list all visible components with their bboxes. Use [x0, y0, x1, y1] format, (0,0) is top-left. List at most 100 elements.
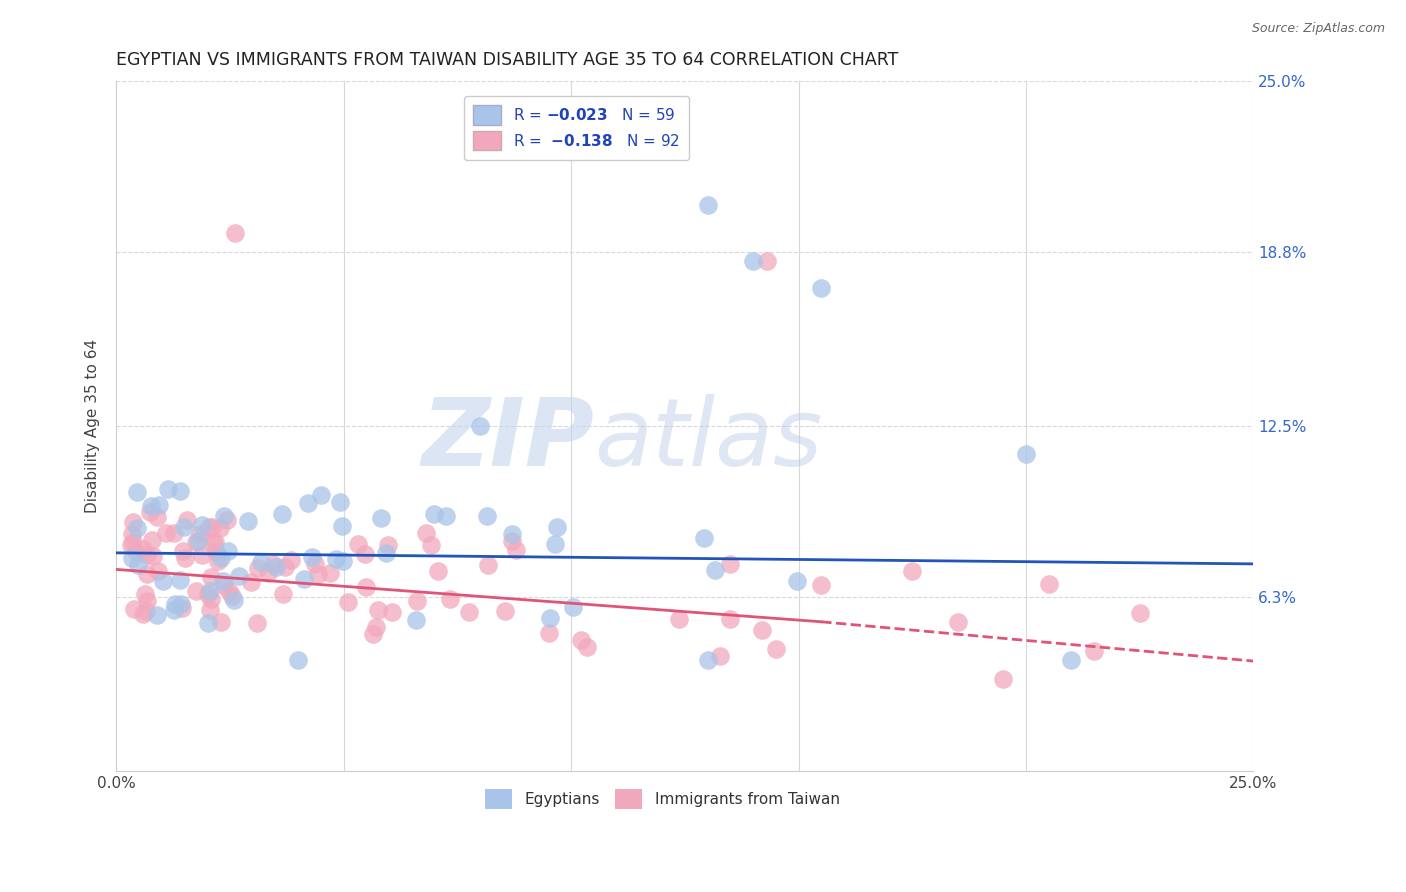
Point [174, 551, 197, 566]
Point [494, 604, 516, 618]
Point [415, 525, 437, 540]
Point [124, 602, 146, 616]
Point [301, 550, 323, 565]
Point [703, 563, 725, 577]
Point [240, 575, 263, 590]
Point [273, 587, 295, 601]
Point [135, 548, 157, 562]
Point [354, 580, 377, 594]
Point [146, 509, 169, 524]
Point [120, 537, 142, 551]
Point [751, 623, 773, 637]
Point [122, 515, 145, 529]
Point [249, 555, 271, 569]
Point [146, 607, 169, 622]
Point [1038, 577, 1060, 591]
Point [330, 518, 353, 533]
Point [294, 572, 316, 586]
Point [127, 521, 149, 535]
Point [207, 554, 229, 568]
Point [307, 566, 329, 581]
Point [901, 564, 924, 578]
Point [810, 281, 832, 295]
Point [501, 533, 523, 548]
Point [1015, 447, 1038, 461]
Point [810, 577, 832, 591]
Point [264, 559, 287, 574]
Point [125, 484, 148, 499]
Point [148, 499, 170, 513]
Point [155, 525, 177, 540]
Y-axis label: Disability Age 35 to 64: Disability Age 35 to 64 [86, 339, 100, 513]
Point [696, 653, 718, 667]
Point [173, 519, 195, 533]
Point [157, 483, 180, 497]
Point [246, 561, 269, 575]
Point [224, 226, 246, 240]
Point [212, 574, 235, 588]
Point [426, 565, 449, 579]
Point [709, 649, 731, 664]
Point [201, 536, 224, 550]
Point [221, 589, 243, 603]
Point [209, 521, 232, 535]
Point [274, 560, 297, 574]
Point [125, 544, 148, 558]
Text: Source: ZipAtlas.com: Source: ZipAtlas.com [1251, 22, 1385, 36]
Point [361, 627, 384, 641]
Point [576, 640, 599, 655]
Point [212, 577, 235, 591]
Point [546, 520, 568, 534]
Point [187, 534, 209, 549]
Point [204, 545, 226, 559]
Point [405, 594, 427, 608]
Point [569, 633, 592, 648]
Point [475, 508, 498, 523]
Point [1060, 653, 1083, 667]
Point [470, 419, 492, 434]
Point [198, 520, 221, 534]
Point [169, 483, 191, 498]
Point [121, 551, 143, 566]
Point [377, 538, 399, 552]
Point [280, 553, 302, 567]
Point [718, 558, 741, 572]
Point [367, 602, 389, 616]
Text: ZIP: ZIP [420, 393, 593, 486]
Point [458, 605, 481, 619]
Point [191, 518, 214, 533]
Point [198, 602, 221, 616]
Point [325, 552, 347, 566]
Point [329, 495, 352, 509]
Point [347, 537, 370, 551]
Point [170, 597, 193, 611]
Point [209, 550, 232, 565]
Point [135, 593, 157, 607]
Point [146, 564, 169, 578]
Point [204, 535, 226, 549]
Point [436, 508, 458, 523]
Point [132, 542, 155, 557]
Point [537, 625, 560, 640]
Point [477, 558, 499, 573]
Point [197, 587, 219, 601]
Point [163, 603, 186, 617]
Point [197, 615, 219, 630]
Point [138, 505, 160, 519]
Legend: Egyptians, Immigrants from Taiwan: Egyptians, Immigrants from Taiwan [478, 783, 846, 814]
Point [505, 543, 527, 558]
Point [318, 566, 340, 580]
Point [132, 607, 155, 622]
Point [200, 591, 222, 606]
Point [135, 567, 157, 582]
Point [200, 570, 222, 584]
Point [218, 584, 240, 599]
Point [692, 531, 714, 545]
Point [246, 615, 269, 630]
Point [696, 198, 718, 212]
Point [270, 507, 292, 521]
Point [718, 612, 741, 626]
Point [186, 583, 208, 598]
Point [224, 593, 246, 607]
Point [163, 525, 186, 540]
